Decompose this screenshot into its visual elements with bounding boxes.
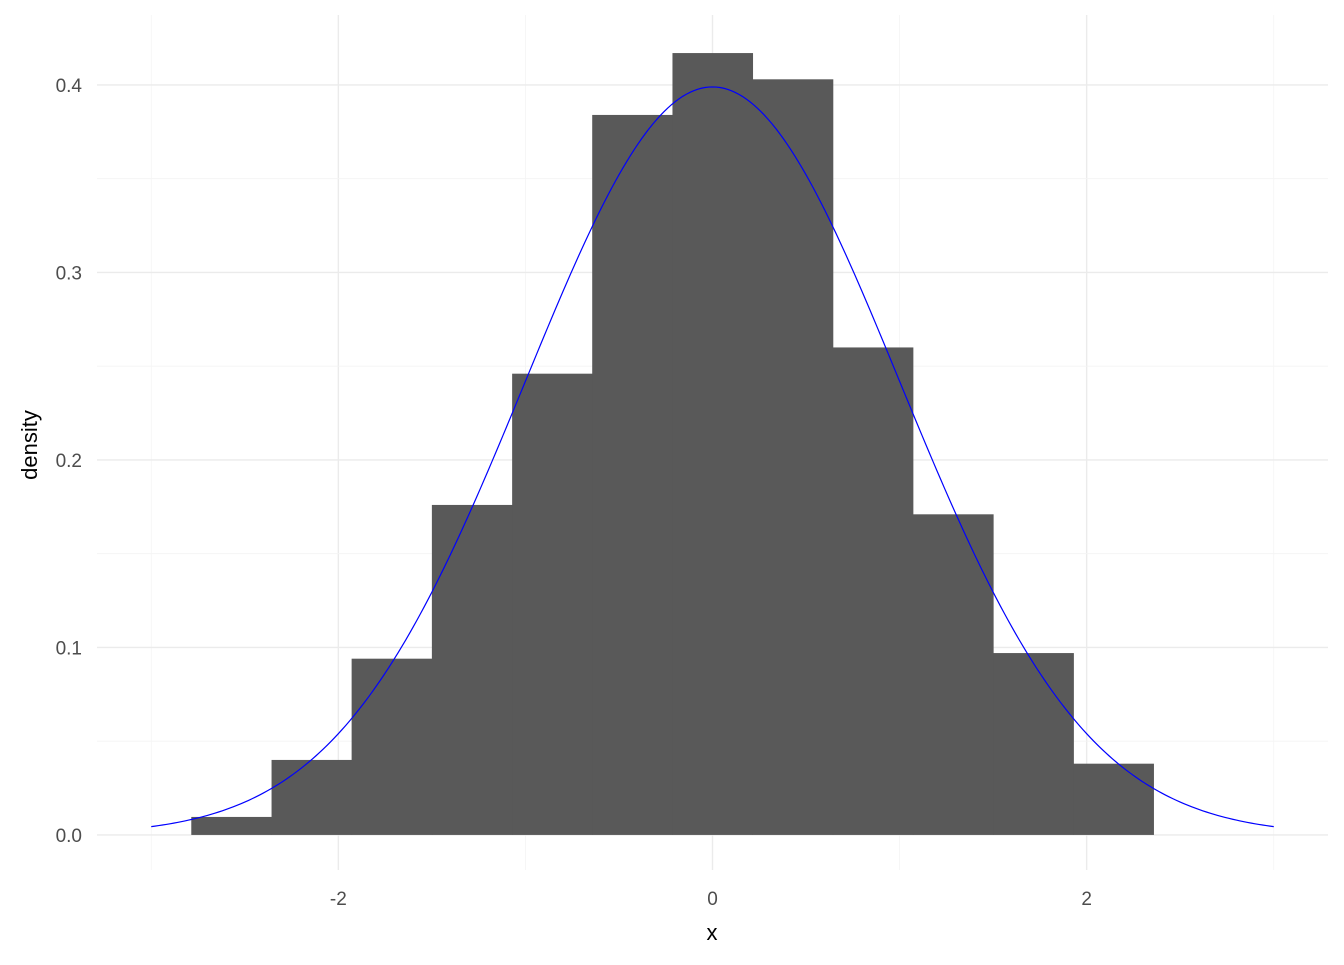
y-tick-label: 0.2: [56, 451, 82, 472]
y-tick-label: 0.0: [56, 826, 82, 847]
y-tick-label: 0.3: [56, 263, 82, 284]
y-tick-labels: 0.0 0.1 0.2 0.3 0.4: [56, 76, 83, 847]
histogram-bar: [672, 53, 754, 835]
histogram-bar: [431, 504, 513, 835]
histogram-bar: [912, 514, 994, 835]
x-axis-label: x: [707, 920, 718, 945]
bars: [191, 53, 1154, 835]
x-tick-label: -2: [330, 889, 347, 910]
histogram-bar: [752, 79, 834, 835]
x-tick-label: 0: [707, 889, 718, 910]
histogram-bar: [271, 759, 353, 835]
histogram-bar: [832, 347, 914, 835]
y-tick-label: 0.4: [56, 76, 83, 97]
x-tick-labels: -2 0 2: [330, 889, 1092, 910]
histogram-bar: [592, 114, 673, 835]
density-curve: [151, 86, 1274, 828]
histogram-bar: [1073, 763, 1154, 835]
y-tick-label: 0.1: [56, 638, 82, 659]
histogram-bar: [351, 658, 433, 835]
histogram-bar: [993, 653, 1074, 835]
histogram-bar: [512, 373, 593, 835]
y-axis-label: density: [17, 410, 42, 480]
histogram-bar: [191, 816, 273, 835]
x-tick-label: 2: [1081, 889, 1092, 910]
